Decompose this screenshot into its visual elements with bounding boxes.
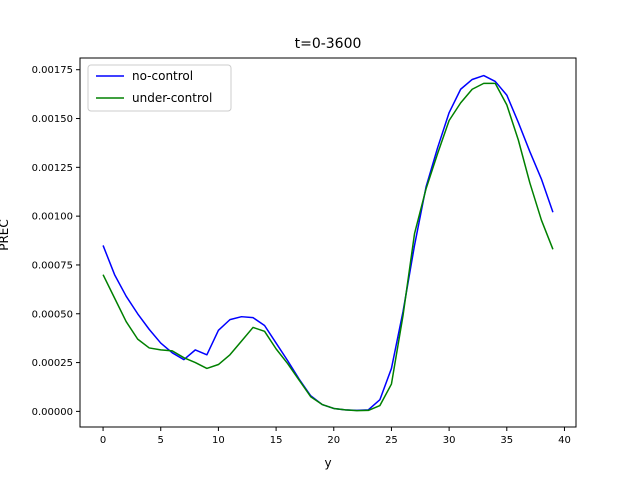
x-tick-label: 5 <box>158 435 164 446</box>
x-axis: 0 5 10 15 20 25 30 35 40 <box>100 427 571 446</box>
x-tick-label: 35 <box>500 435 513 446</box>
x-tick-label: 25 <box>385 435 398 446</box>
y-axis: 0.00000 0.00025 0.00050 0.00075 0.00100 0.001… <box>32 65 80 418</box>
x-tick-label: 30 <box>443 435 456 446</box>
legend-label-under-control: under-control <box>132 91 212 105</box>
x-axis-label: y <box>324 456 331 470</box>
y-tick-label: 0.00175 <box>32 65 73 76</box>
y-tick-label: 0.00150 <box>32 114 73 125</box>
y-axis-label: PREC <box>0 219 11 251</box>
y-tick-label: 0.00000 <box>32 407 73 418</box>
x-tick-label: 40 <box>558 435 571 446</box>
series-line-under-control <box>102 82 554 412</box>
y-tick-label: 0.00050 <box>32 309 73 320</box>
plot-lines <box>102 74 554 412</box>
chart-title: t=0-3600 <box>295 36 362 52</box>
y-tick-label: 0.00025 <box>32 358 73 369</box>
x-tick-label: 10 <box>212 435 225 446</box>
plot-area-frame <box>79 57 577 428</box>
x-tick-label: 0 <box>100 435 106 446</box>
legend: no-control under-control <box>87 64 232 112</box>
y-tick-label: 0.00075 <box>32 260 73 271</box>
y-tick-label: 0.00125 <box>32 163 73 174</box>
y-tick-label: 0.00100 <box>32 212 73 223</box>
x-tick-label: 20 <box>327 435 340 446</box>
legend-label-no-control: no-control <box>132 69 193 83</box>
x-tick-label: 15 <box>270 435 283 446</box>
